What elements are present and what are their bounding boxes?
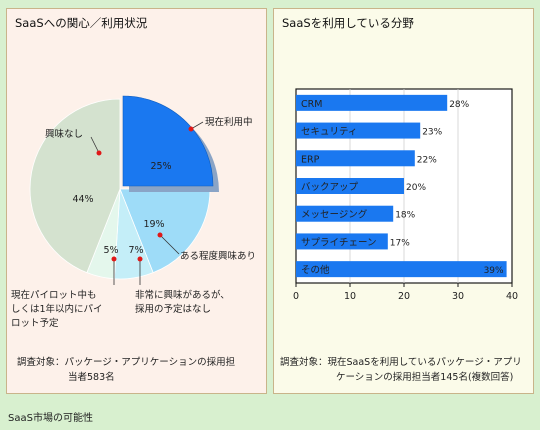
pie-note-line-1: 調査対象：パッケージ・アプリケーションの採用担 <box>17 357 236 368</box>
bar-value-label-4: 18% <box>395 211 415 221</box>
bar-value-label-5: 17% <box>390 238 410 248</box>
bar-survey-note: 調査対象：現在SaaSを利用しているパッケージ・アプリ ケーションの採用担当者1… <box>280 355 532 385</box>
bar-note-line-1: 調査対象：現在SaaSを利用しているパッケージ・アプリ <box>280 357 522 368</box>
bar-category-label-6: その他 <box>301 264 330 276</box>
bar-3 <box>296 178 404 194</box>
pie-value-label-1: 19% <box>143 219 164 230</box>
bar-value-label-2: 22% <box>417 155 437 165</box>
pie-slice-4 <box>29 98 121 274</box>
pie-label-3-line-1: 現在パイロット中も <box>11 289 97 301</box>
pie-callout-dot-2 <box>137 256 143 262</box>
bar-0 <box>296 94 448 111</box>
bar-value-label-6: 39% <box>484 266 504 276</box>
pie-label-2-line-1: 非常に興味があるが、 <box>135 289 230 301</box>
bar-category-label-4: メッセージング <box>301 209 368 221</box>
pie-callout-dot-1 <box>157 232 163 238</box>
pie-label-3-line-2: しくは1年以内にパイ <box>11 303 103 315</box>
bar-tick-label-2: 20 <box>398 291 410 302</box>
bar-category-label-2: ERP <box>301 154 320 165</box>
pie-chart-title: SaaSへの関心／利用状況 <box>15 16 148 30</box>
pie-slice-1 <box>119 188 211 274</box>
pie-label-1: ある程度興味あり <box>180 250 256 262</box>
bar-category-label-0: CRM <box>301 99 322 110</box>
pie-panel: SaaSへの関心／利用状況 25% 19% 7% 5% 44% 現在利用中ある程度興味あり… <box>6 8 267 394</box>
bar-2 <box>296 150 415 167</box>
pie-callout-line-1 <box>159 234 180 255</box>
pie-callout-line-4 <box>90 136 100 154</box>
bar-4 <box>296 205 394 222</box>
bar-category-label-5: サプライチェーン <box>301 237 377 248</box>
bar-note-line-2: ケーションの採用担当者145名(複数回答) <box>336 372 514 383</box>
bar-6 <box>296 261 507 278</box>
pie-label-3-line-3: ロット予定 <box>11 317 59 329</box>
pie-value-label-4: 44% <box>72 194 93 205</box>
bar-tick-label-3: 30 <box>452 291 464 302</box>
bar-1 <box>296 122 421 139</box>
pie-slice-0 <box>122 95 214 187</box>
bar-value-label-1: 23% <box>422 128 442 138</box>
pie-label-0: 現在利用中 <box>205 116 253 128</box>
bar-value-label-3: 20% <box>406 183 426 193</box>
bar-chart: 0 10 20 30 40 CRM 28% セキュリティ 23% ERP 22% バックアップ 20% メ… <box>293 88 518 302</box>
pie-label-4: 興味なし <box>45 128 83 140</box>
pie-note-line-2: 当者583名 <box>68 372 115 383</box>
pie-callout-dot-3 <box>111 256 117 262</box>
bar-panel: SaaSを利用している分野 0 10 20 30 40 CRM 28% セキュリティ 23% ER… <box>273 8 534 394</box>
bar-chart-title: SaaSを利用している分野 <box>282 16 414 30</box>
pie-chart: 25% 19% 7% 5% 44% 現在利用中ある程度興味あり非常に興味があるが、採用の予… <box>11 95 256 329</box>
bar-category-label-1: セキュリティ <box>301 127 357 138</box>
pie-callout-dot-4 <box>96 150 102 156</box>
pie-value-label-0: 25% <box>150 161 171 172</box>
pie-survey-note: 調査対象：パッケージ・アプリケーションの採用担 当者583名 <box>17 355 265 385</box>
pie-callout-dot-0 <box>188 126 194 132</box>
bar-value-label-0: 28% <box>449 100 469 110</box>
bar-tick-label-4: 40 <box>506 291 518 302</box>
bar-tick-label-1: 10 <box>344 291 356 302</box>
bar-category-label-3: バックアップ <box>301 182 359 193</box>
figure-caption: SaaS市場の可能性 <box>8 413 93 424</box>
pie-value-label-2: 7% <box>128 245 143 256</box>
bar-5 <box>296 233 388 250</box>
pie-label-2-line-2: 採用の予定はなし <box>135 303 211 315</box>
pie-value-label-3: 5% <box>103 245 118 256</box>
bar-tick-label-0: 0 <box>293 291 299 302</box>
